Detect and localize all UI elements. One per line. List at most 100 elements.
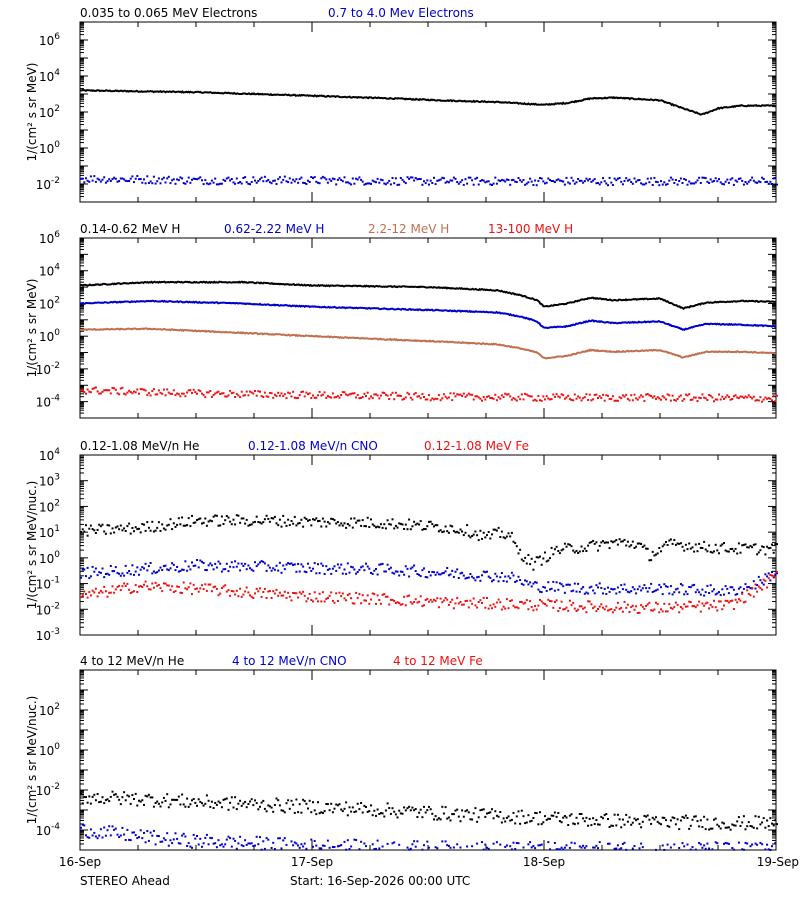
y-axis-label: 1/(cm² s sr MeV) xyxy=(25,279,39,378)
data-point xyxy=(224,843,227,846)
data-point xyxy=(630,394,633,397)
data-point xyxy=(262,396,265,398)
data-point xyxy=(708,544,711,547)
data-point xyxy=(345,801,348,804)
data-point xyxy=(709,827,712,830)
data-point xyxy=(573,393,576,396)
data-point xyxy=(446,844,449,847)
data-point xyxy=(454,395,457,398)
data-point xyxy=(540,823,543,826)
data-point xyxy=(335,522,338,525)
data-point xyxy=(679,177,682,180)
data-point xyxy=(104,573,107,575)
data-point xyxy=(379,602,382,605)
data-point xyxy=(161,569,164,571)
data-point xyxy=(121,796,124,799)
data-point xyxy=(292,178,295,181)
data-point xyxy=(678,542,681,545)
data-point xyxy=(471,179,474,182)
data-point xyxy=(456,808,459,811)
data-point xyxy=(421,183,424,186)
data-point xyxy=(756,590,759,593)
data-point xyxy=(706,180,709,183)
data-point xyxy=(515,181,518,183)
data-point xyxy=(133,798,135,800)
data-point xyxy=(597,549,599,552)
data-point xyxy=(275,522,278,525)
data-point xyxy=(509,577,512,580)
data-point xyxy=(469,573,472,575)
data-point xyxy=(128,522,131,525)
data-point xyxy=(217,800,220,803)
data-point xyxy=(640,394,643,397)
data-point xyxy=(123,527,126,530)
data-point xyxy=(572,822,575,825)
data-point xyxy=(408,518,411,521)
data-point xyxy=(242,802,245,805)
data-point xyxy=(746,842,749,845)
data-point xyxy=(660,398,662,401)
data-point xyxy=(694,543,697,546)
data-point xyxy=(655,601,657,604)
data-point xyxy=(174,394,177,397)
data-point xyxy=(767,547,770,550)
data-point xyxy=(608,176,611,179)
data-point xyxy=(517,810,520,813)
data-point xyxy=(133,390,135,393)
data-point xyxy=(191,846,193,849)
data-point xyxy=(167,584,170,587)
data-point xyxy=(326,839,329,842)
data-point xyxy=(699,182,702,184)
data-point xyxy=(273,568,276,571)
data-point xyxy=(719,827,722,830)
data-point xyxy=(411,602,414,605)
data-point xyxy=(419,575,422,578)
data-point xyxy=(398,843,401,846)
data-point xyxy=(259,587,261,590)
data-point xyxy=(466,599,469,602)
data-point xyxy=(204,396,207,399)
data-point xyxy=(713,550,715,553)
data-point xyxy=(167,523,170,526)
data-point xyxy=(757,180,760,183)
data-point xyxy=(638,396,641,399)
data-point xyxy=(723,604,725,607)
data-point xyxy=(580,179,583,182)
data-point xyxy=(441,531,444,534)
data-point xyxy=(694,848,697,851)
data-point xyxy=(693,605,696,608)
data-point xyxy=(147,793,150,796)
data-point xyxy=(578,813,581,815)
data-point xyxy=(459,528,462,531)
data-point xyxy=(507,815,510,818)
data-point xyxy=(292,390,295,393)
data-point xyxy=(116,180,119,183)
data-point xyxy=(442,530,445,533)
data-point xyxy=(85,524,87,527)
data-point xyxy=(441,601,444,604)
data-point xyxy=(288,392,291,395)
data-point xyxy=(484,606,487,609)
data-point xyxy=(464,810,467,813)
data-point xyxy=(232,518,235,521)
data-point xyxy=(126,571,129,574)
data-point xyxy=(230,845,233,848)
data-point xyxy=(219,562,222,565)
data-point xyxy=(333,178,336,181)
data-point xyxy=(655,180,657,183)
data-point xyxy=(118,572,121,575)
data-point xyxy=(568,182,571,185)
data-point xyxy=(756,843,759,846)
data-point xyxy=(167,175,170,178)
data-point xyxy=(152,530,155,533)
data-point xyxy=(111,825,114,828)
data-point xyxy=(197,590,200,593)
data-point xyxy=(429,808,432,811)
data-point xyxy=(237,182,240,184)
data-point xyxy=(399,522,402,525)
data-point xyxy=(104,532,107,535)
data-point xyxy=(656,588,659,591)
data-point xyxy=(123,574,126,577)
data-point xyxy=(451,813,454,816)
data-point xyxy=(472,533,475,536)
